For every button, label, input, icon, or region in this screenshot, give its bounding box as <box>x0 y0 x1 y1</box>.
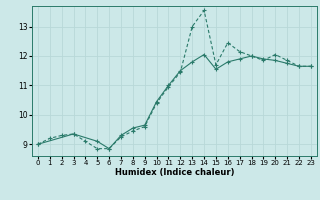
X-axis label: Humidex (Indice chaleur): Humidex (Indice chaleur) <box>115 168 234 177</box>
